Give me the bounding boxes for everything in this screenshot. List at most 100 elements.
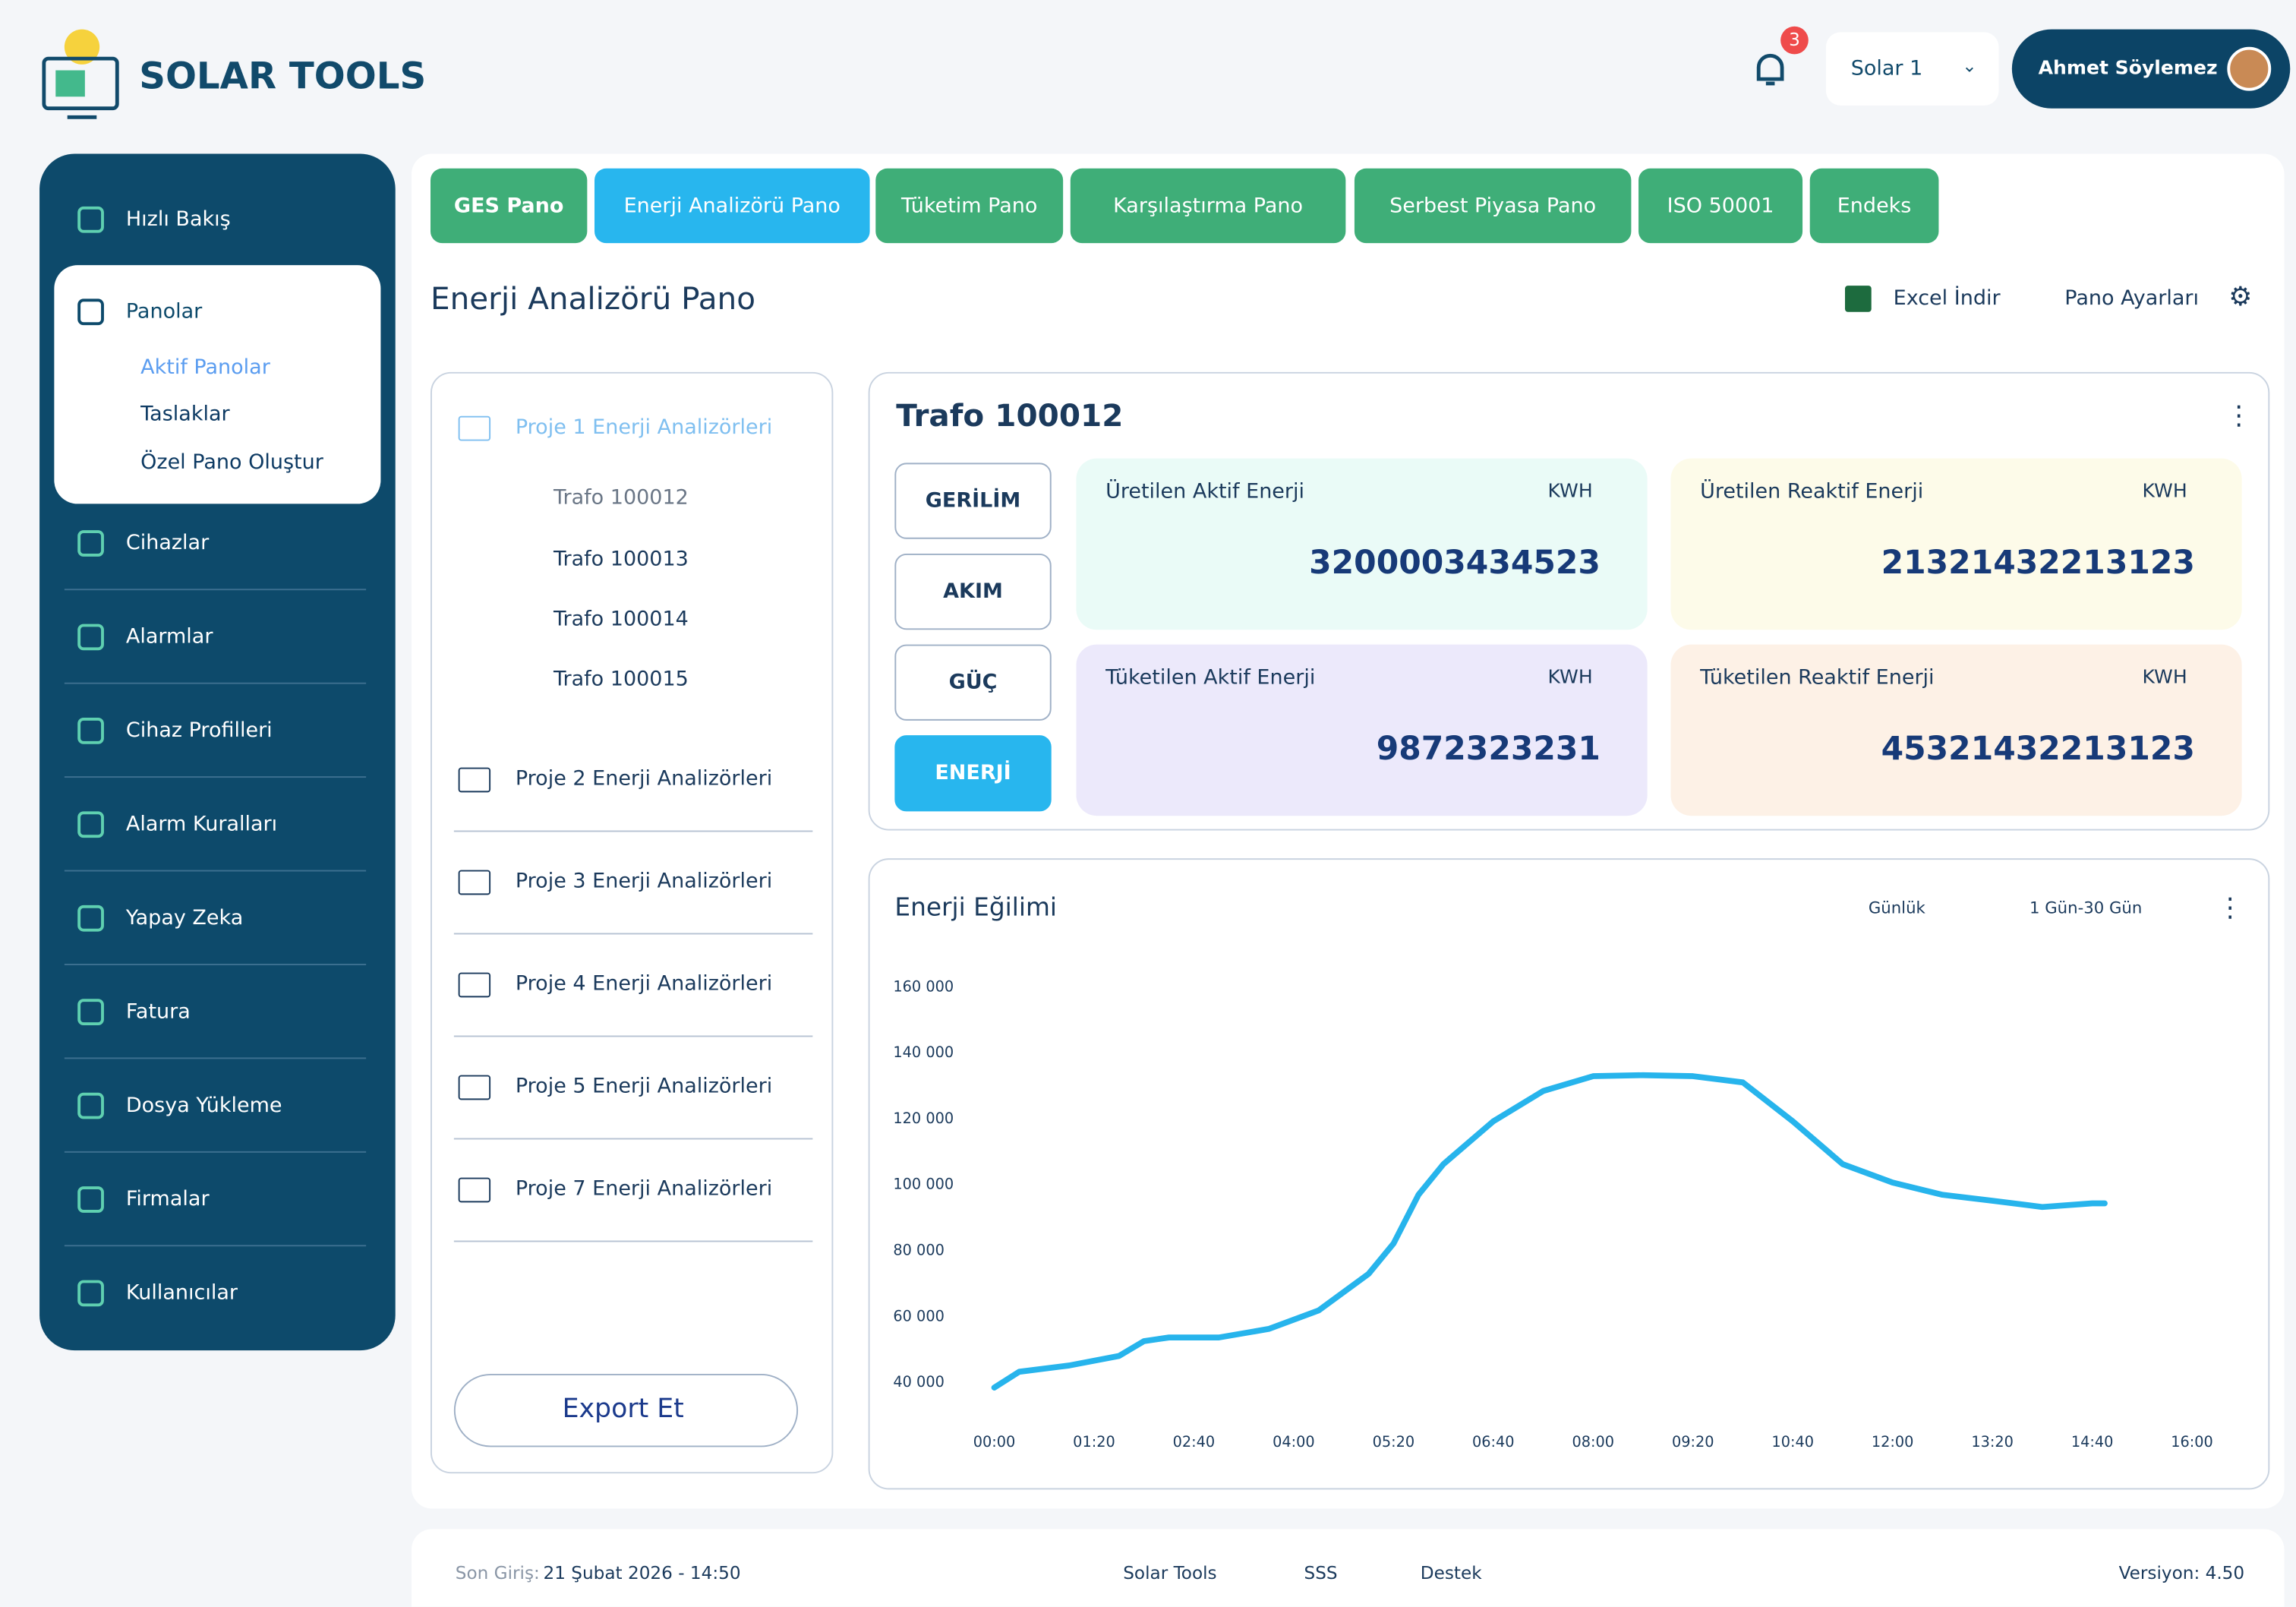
nav-icon	[77, 1280, 104, 1307]
metric-card	[1670, 644, 2242, 816]
chevron: ⌄	[1962, 55, 1977, 77]
tab[interactable]: Karşılaştırma Pano	[1070, 168, 1346, 244]
filter[interactable]: Günlük	[1868, 898, 1925, 918]
project[interactable]: Proje 5 Enerji Analizörleri	[515, 1075, 773, 1099]
brand: SOLAR TOOLS	[139, 55, 427, 98]
tab[interactable]: ISO 50001	[1638, 168, 1803, 244]
x-tick-label: 04:00	[1273, 1433, 1315, 1451]
tab[interactable]: Tüketim Pano	[875, 168, 1064, 244]
separator	[64, 1245, 367, 1247]
sub-item[interactable]: Özel Pano Oluştur	[140, 450, 323, 475]
footer-link[interactable]: Destek	[1420, 1562, 1482, 1583]
x-tick-label: 13:20	[1971, 1433, 2014, 1451]
version: Versiyon: 4.50	[2118, 1562, 2245, 1583]
x-tick-label: 12:00	[1872, 1433, 1914, 1451]
type-button[interactable]: GERİLİM	[894, 463, 1052, 539]
chart-card	[868, 858, 2270, 1490]
settings-button[interactable]: Pano Ayarları	[2064, 286, 2200, 311]
tab[interactable]: Enerji Analizörü Pano	[594, 168, 870, 244]
project[interactable]: Proje 2 Enerji Analizörleri	[515, 767, 773, 791]
device-card	[868, 371, 2270, 831]
type-button[interactable]: GÜÇ	[894, 644, 1052, 721]
excel-button[interactable]: Excel İndir	[1893, 286, 2001, 311]
nav-item[interactable]: Fatura	[125, 1000, 191, 1025]
type-button[interactable]: AKIM	[894, 553, 1052, 630]
x-tick-label: 06:40	[1472, 1433, 1515, 1451]
nav-item[interactable]: Firmalar	[125, 1188, 210, 1211]
type-button[interactable]: ENERJİ	[894, 735, 1052, 812]
separator	[64, 870, 367, 872]
metric-unit: KWH	[1547, 481, 1593, 504]
badge: 3	[1780, 26, 1809, 55]
nav-item[interactable]: Yapay Zeka	[125, 906, 244, 930]
x-tick-label: 08:00	[1572, 1433, 1615, 1451]
user-name: Ahmet Söylemez	[2038, 58, 2218, 81]
site-select[interactable]	[1825, 32, 1999, 106]
footer	[411, 1529, 2285, 1607]
bell[interactable]	[1752, 50, 1790, 91]
x-tick-label: 16:00	[2171, 1433, 2213, 1451]
separator	[64, 1151, 367, 1153]
folder-icon	[458, 767, 491, 793]
excel-icon	[1844, 286, 1872, 312]
separator	[64, 1057, 367, 1059]
project[interactable]: Proje 1 Enerji Analizörleri	[515, 415, 773, 440]
device[interactable]: Trafo 100013	[553, 548, 689, 572]
metric-label: Üretilen Aktif Enerji	[1105, 480, 1305, 504]
nav-icon	[77, 530, 104, 557]
login-date: 21 Şubat 2026 - 14:50	[543, 1562, 741, 1583]
separator	[453, 1035, 813, 1037]
nav-item[interactable]: Cihazlar	[125, 532, 210, 555]
folder-icon	[458, 415, 491, 441]
sub-item[interactable]: Aktif Panolar	[140, 355, 270, 380]
metric-card	[1076, 458, 1648, 630]
sub-item[interactable]: Taslaklar	[140, 403, 230, 427]
footer-link[interactable]: SSS	[1304, 1562, 1338, 1583]
nav-item[interactable]: Kullanıcılar	[125, 1281, 238, 1305]
menu[interactable]: ⋮	[2216, 892, 2244, 923]
metric-value: 3200003434523	[1309, 545, 1601, 582]
tab[interactable]: Serbest Piyasa Pano	[1354, 168, 1632, 244]
project[interactable]: Proje 3 Enerji Analizörleri	[515, 870, 773, 894]
nav-icon	[77, 1186, 104, 1213]
metric-label: Tüketilen Aktif Enerji	[1105, 666, 1316, 690]
footer-link[interactable]: Solar Tools	[1123, 1562, 1217, 1583]
y-tick-label: 40 000	[893, 1373, 944, 1391]
separator	[64, 963, 367, 965]
project[interactable]: Proje 4 Enerji Analizörleri	[515, 972, 773, 996]
menu[interactable]: ⋮	[2225, 400, 2253, 431]
x-tick-label: 01:20	[1073, 1433, 1115, 1451]
nav-item[interactable]: Hızlı Bakış	[125, 207, 231, 232]
metric-value: 9872323231	[1376, 731, 1601, 769]
nav-item[interactable]: Panolar	[125, 300, 203, 324]
nav-item[interactable]: Alarmlar	[125, 625, 213, 649]
separator	[64, 682, 367, 684]
x-tick-label: 02:40	[1173, 1433, 1216, 1451]
tab[interactable]: Endeks	[1809, 168, 1939, 244]
filter[interactable]: 1 Gün-30 Gün	[2029, 898, 2143, 918]
folder-icon	[458, 870, 491, 895]
device[interactable]: Trafo 100012	[553, 486, 689, 510]
export-button[interactable]	[453, 1373, 799, 1448]
device[interactable]: Trafo 100015	[553, 668, 689, 692]
nav-item[interactable]: Dosya Yükleme	[125, 1094, 282, 1118]
nav-item[interactable]: Alarm Kuralları	[125, 813, 278, 837]
nav-icon	[77, 999, 104, 1025]
separator	[453, 1138, 813, 1140]
metric-value: 21321432213123	[1881, 545, 2195, 582]
nav-icon	[77, 206, 104, 233]
device[interactable]: Trafo 100014	[553, 608, 689, 632]
page-title: Enerji Analizörü Pano	[430, 281, 756, 317]
nav-icon	[77, 905, 104, 932]
x-tick-label: 09:20	[1672, 1433, 1714, 1451]
login-label: Son Giriş:	[455, 1562, 540, 1583]
card-title: Trafo 100012	[896, 398, 1124, 434]
metric-card	[1670, 458, 2242, 630]
tab[interactable]: GES Pano	[430, 168, 588, 244]
nav-item[interactable]: Cihaz Profilleri	[125, 718, 273, 743]
nav-icon	[77, 717, 104, 744]
metric-label: Tüketilen Reaktif Enerji	[1700, 666, 1935, 690]
project[interactable]: Proje 7 Enerji Analizörleri	[515, 1177, 773, 1201]
